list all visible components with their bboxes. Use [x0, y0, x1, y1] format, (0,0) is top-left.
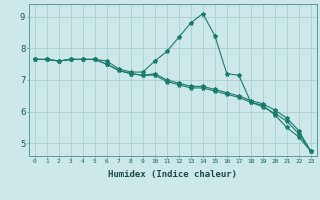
X-axis label: Humidex (Indice chaleur): Humidex (Indice chaleur)	[108, 170, 237, 179]
